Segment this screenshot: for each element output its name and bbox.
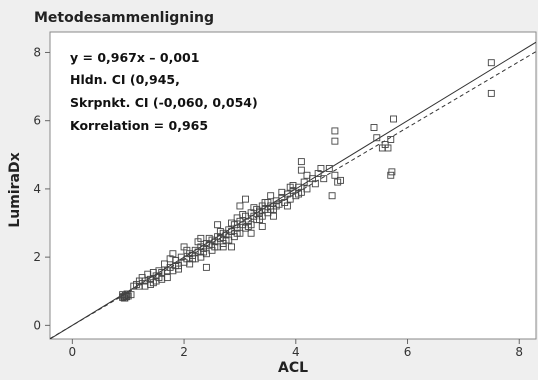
y-tick-label: 4 <box>33 182 41 196</box>
annotation-box: y = 0,967x – 0,001 Hldn. CI (0,945, Skrp… <box>70 50 258 133</box>
x-tick-label: 4 <box>292 345 300 359</box>
x-tick-label: 6 <box>404 345 412 359</box>
data-point <box>331 171 339 179</box>
x-tick-label: 2 <box>180 345 188 359</box>
data-point <box>163 267 171 275</box>
data-point <box>135 277 143 285</box>
data-point <box>141 282 149 290</box>
x-tick-label: 0 <box>69 345 77 359</box>
y-tick-label: 8 <box>33 45 41 59</box>
y-axis: 0 2 4 6 8 <box>33 45 50 332</box>
data-point <box>228 243 236 251</box>
data-point <box>130 282 138 290</box>
data-point <box>328 192 336 200</box>
data-point <box>289 182 297 189</box>
data-point <box>233 229 241 237</box>
annotation-line-2: Hldn. CI (0,945, <box>70 72 180 87</box>
data-point <box>228 219 236 227</box>
data-point <box>214 221 222 229</box>
data-point <box>233 214 241 222</box>
data-point <box>222 236 230 244</box>
data-point <box>123 290 131 298</box>
annotation-line-1: y = 0,967x – 0,001 <box>70 50 199 65</box>
data-point <box>373 134 381 142</box>
data-point <box>370 124 378 131</box>
data-point <box>211 243 219 251</box>
y-tick-label: 2 <box>33 250 41 264</box>
data-point <box>247 229 255 237</box>
data-point <box>295 190 303 198</box>
data-point <box>297 166 305 174</box>
data-point <box>183 246 191 254</box>
x-tick-label: 8 <box>515 345 523 359</box>
data-point <box>387 135 395 143</box>
data-point <box>388 168 396 176</box>
data-point <box>278 188 286 196</box>
data-point <box>331 127 339 135</box>
data-point <box>149 269 157 276</box>
data-point <box>337 176 344 184</box>
data-point <box>194 238 202 246</box>
data-point <box>267 192 275 200</box>
data-point <box>325 164 333 172</box>
data-point <box>317 164 325 172</box>
data-point <box>311 180 319 188</box>
data-point <box>303 171 311 179</box>
data-point <box>172 262 180 270</box>
y-tick-label: 0 <box>33 318 41 332</box>
data-point <box>261 199 269 207</box>
data-point <box>250 204 258 212</box>
annotation-line-3: Skrpnkt. CI (-0,060, 0,054) <box>70 95 258 110</box>
data-point <box>258 222 266 230</box>
data-point <box>155 274 163 282</box>
data-point <box>216 228 224 236</box>
data-point <box>244 222 252 230</box>
data-point <box>390 115 398 123</box>
data-point <box>303 185 311 193</box>
data-point <box>320 175 328 183</box>
data-point <box>236 202 244 210</box>
data-point <box>242 195 249 203</box>
chart-title: Metodesammenligning <box>34 10 214 26</box>
x-axis: 0 2 4 6 8 <box>69 339 523 359</box>
data-point <box>378 144 386 152</box>
data-point <box>202 263 210 271</box>
y-axis-title: LumiraDx <box>7 152 23 227</box>
data-point <box>297 158 305 166</box>
data-point <box>487 89 495 97</box>
data-point <box>166 255 174 263</box>
data-point <box>200 248 208 256</box>
data-point <box>283 202 291 210</box>
data-point <box>272 202 280 210</box>
data-point <box>269 212 277 220</box>
data-point <box>487 59 495 67</box>
x-axis-title: ACL <box>278 360 308 376</box>
annotation-line-4: Korrelation = 0,965 <box>70 118 208 133</box>
data-point <box>219 243 227 251</box>
scatter-points <box>119 59 495 302</box>
data-point <box>300 178 308 186</box>
data-point <box>188 255 196 263</box>
data-point <box>331 137 339 145</box>
data-point <box>205 234 213 242</box>
data-point <box>127 291 135 299</box>
data-point <box>256 216 263 224</box>
y-tick-label: 6 <box>33 114 41 128</box>
